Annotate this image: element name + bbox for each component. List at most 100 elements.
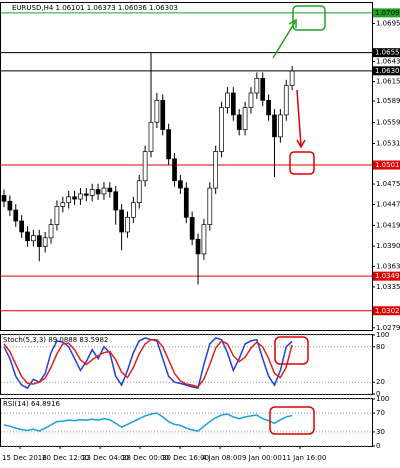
candle-body [166, 129, 171, 160]
indicator-line [3, 412, 293, 432]
candle-body [266, 99, 271, 116]
level-label: 1.07095 [375, 9, 400, 17]
y-tick-label: 100 [376, 395, 389, 403]
y-tick-label: 80 [376, 343, 385, 351]
price-panel [0, 2, 373, 331]
y-tick-label: 1.03630 [376, 262, 400, 270]
candle-body [101, 187, 107, 195]
candle-body [278, 114, 283, 138]
candle-body [119, 209, 124, 233]
level-label-bg [373, 48, 400, 58]
up-arrowhead [288, 18, 297, 28]
candle-body [78, 193, 83, 200]
candle-body [283, 85, 289, 116]
annotations [269, 5, 326, 435]
y-tick-label: 1.03905 [376, 242, 400, 250]
candle-body [107, 187, 113, 193]
candle-body [272, 114, 277, 138]
level-label: 1.03023 [375, 307, 400, 315]
y-tick-label: 0 [376, 442, 380, 450]
candle-body [125, 216, 130, 233]
y-tick-label: 1.04755 [376, 180, 400, 188]
candle-body [13, 209, 19, 222]
stoch-panel [0, 334, 373, 395]
x-tick-label: 15 Dec 2016 [2, 454, 47, 462]
candle-body [1, 195, 7, 202]
level-label-bg [373, 160, 400, 170]
candle-body [219, 107, 224, 152]
x-tick-label: 11 Jan 16:00 [282, 454, 326, 462]
candle-body [242, 107, 248, 130]
candle-body [183, 187, 189, 218]
candle-body [113, 191, 119, 211]
support-box [289, 151, 315, 175]
candle-body [201, 224, 207, 255]
y-tick-label: 1.04475 [376, 201, 400, 209]
candle-body [148, 121, 154, 152]
candle-body [236, 114, 242, 130]
up-arrow [272, 21, 296, 59]
candle-body [54, 206, 60, 226]
stoch-box [274, 336, 309, 365]
rsi-panel [0, 398, 373, 447]
level-label: 1.03496 [375, 272, 400, 280]
level-label-bg [373, 271, 400, 281]
x-tick-label: 4 Jan 08:00 [202, 454, 242, 462]
y-tick-label: 1.02790 [376, 324, 400, 332]
candle-body [254, 77, 260, 94]
candle-body [248, 92, 254, 108]
candle-body [225, 92, 230, 108]
y-tick-label: 1.06155 [376, 78, 400, 86]
candle-body [60, 202, 66, 207]
y-tick-label: 1.05595 [376, 119, 400, 127]
indicator-line [3, 338, 293, 388]
candle-body [72, 196, 77, 200]
y-tick-label: 1.03350 [376, 283, 400, 291]
level-label-bg [373, 306, 400, 316]
candle-body [66, 196, 72, 204]
candle-body [160, 99, 166, 130]
candle-body [172, 158, 177, 182]
x-tick-label: 30 Dec 16:00 [162, 454, 209, 462]
candle-body [48, 224, 54, 239]
rsi-title: RSI(14) 64.8916 [3, 400, 60, 408]
candle-body [289, 70, 295, 87]
level-label-bg [373, 8, 400, 18]
candle-body [230, 92, 236, 116]
down-arrow [296, 89, 302, 147]
candle-body [136, 180, 142, 204]
candle-body [260, 77, 266, 101]
down-arrowhead [296, 139, 306, 149]
y-tick-label: 0 [376, 390, 380, 398]
y-tick-label: 100 [376, 331, 389, 339]
candle-body [42, 237, 48, 247]
candle-body [7, 200, 13, 211]
y-tick-label: 1.04190 [376, 221, 400, 229]
x-tick-label: 28 Dec 00:00 [122, 454, 169, 462]
y-tick-label: 20 [376, 378, 385, 386]
y-tick-label: 1.05890 [376, 97, 400, 105]
candle-body [195, 238, 201, 255]
candle-body [189, 216, 195, 240]
target-box [292, 5, 326, 31]
x-tick-label: 20 Dec 12:00 [42, 454, 89, 462]
candle-body [142, 151, 148, 182]
candle-body [178, 180, 183, 189]
candle-body [95, 189, 101, 195]
candle-body [83, 193, 89, 196]
rsi-box [269, 406, 315, 435]
x-tick-label: 23 Dec 04:00 [82, 454, 129, 462]
candle-body [131, 202, 136, 218]
chart-title: EURUSD,H4 1.06101 1.06373 1.06036 1.0630… [12, 4, 178, 12]
candle-body [213, 151, 219, 189]
y-tick-label: 30 [376, 428, 385, 436]
x-tick-label: 9 Jan 00:00 [242, 454, 282, 462]
candle-body [89, 189, 95, 196]
candle-body [154, 99, 160, 123]
level-label: 1.06303 [375, 67, 400, 75]
y-tick-label: 1.05310 [376, 139, 400, 147]
